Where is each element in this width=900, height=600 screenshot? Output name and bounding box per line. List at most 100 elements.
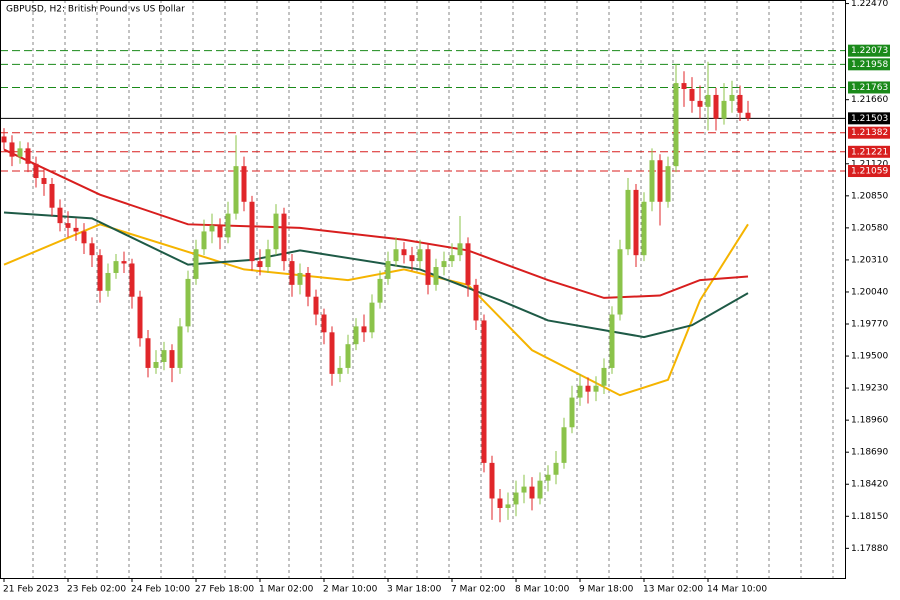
candle-body — [705, 94, 711, 107]
x-tick-label: 2 Mar 10:00 — [323, 585, 378, 595]
candle-body — [209, 225, 215, 232]
candle-body — [137, 296, 143, 339]
y-tick-label: 1.19500 — [851, 352, 888, 362]
candle-body — [617, 249, 623, 315]
candle-body — [49, 183, 55, 208]
candle-body — [649, 160, 655, 202]
candle-body — [177, 326, 183, 368]
candle-body — [465, 243, 471, 285]
candle-body — [737, 94, 743, 113]
candle-body — [9, 142, 15, 157]
y-tick-label: 1.19230 — [851, 384, 888, 394]
candle-body — [433, 267, 439, 285]
candle-body — [353, 326, 359, 345]
y-tick-label: 1.18690 — [851, 448, 888, 458]
candle-body — [657, 160, 663, 202]
candle-body — [593, 385, 599, 392]
candle-body — [745, 112, 751, 119]
candle-body — [105, 272, 111, 291]
level-label-box — [848, 145, 890, 158]
x-tick-label: 13 Mar 02:00 — [643, 585, 703, 595]
candle-body — [481, 320, 487, 463]
level-label: 1.21503 — [851, 114, 888, 124]
candle-body — [401, 249, 407, 256]
candle-body — [121, 261, 127, 264]
candle-body — [249, 201, 255, 262]
candle-body — [673, 83, 679, 167]
candle-body — [297, 272, 303, 285]
candle-body — [273, 213, 279, 250]
candle-body — [289, 261, 295, 285]
candle-body — [473, 284, 479, 321]
y-tick-label: 1.18150 — [851, 512, 888, 522]
candle-body — [505, 504, 511, 508]
y-tick-label: 1.22470 — [851, 0, 888, 9]
candle-body — [689, 89, 695, 101]
x-tick-label: 24 Feb 10:00 — [131, 585, 190, 595]
level-label: 1.22073 — [851, 46, 888, 56]
candle-body — [225, 213, 231, 238]
candle-body — [497, 498, 503, 508]
candle-body — [57, 207, 63, 224]
axes: 1.22470 1.21660 1.21120 1.20850 1.20580 1.203… — [3, 0, 890, 595]
level-label-box — [848, 165, 890, 178]
candle-body — [81, 231, 87, 244]
level-label-box — [848, 126, 890, 139]
candle-body — [145, 338, 151, 368]
level-label-box — [848, 58, 890, 71]
level-label: 1.21382 — [851, 128, 888, 138]
candle-body — [641, 201, 647, 256]
x-tick-label: 3 Mar 18:00 — [387, 585, 442, 595]
candle-body — [681, 83, 687, 90]
candle-body — [153, 361, 159, 368]
candle-body — [89, 243, 95, 256]
candle-body — [361, 326, 367, 333]
x-tick-label: 27 Feb 18:00 — [195, 585, 254, 595]
plot-frame — [0, 0, 846, 579]
y-tick-label: 1.20850 — [851, 191, 888, 201]
candle-body — [265, 249, 271, 268]
candle-body — [425, 249, 431, 285]
candle-body — [73, 227, 79, 232]
candle-body — [113, 261, 119, 273]
y-tick-label: 1.18420 — [851, 480, 888, 490]
x-tick-label: 1 Mar 02:00 — [259, 585, 314, 595]
candle-body — [241, 166, 247, 202]
candle-body — [377, 278, 383, 303]
y-tick-label: 1.20040 — [851, 287, 888, 297]
x-tick-label: 9 Mar 18:00 — [579, 585, 634, 595]
candle-body — [601, 367, 607, 386]
y-tick-label: 1.18960 — [851, 416, 888, 426]
candle-body — [329, 332, 335, 374]
plot — [0, 50, 845, 523]
candle-body — [201, 231, 207, 250]
candle-body — [409, 255, 415, 262]
x-tick-label: 23 Feb 02:00 — [67, 585, 126, 595]
candle-body — [529, 486, 535, 499]
x-tick-label: 7 Mar 02:00 — [451, 585, 506, 595]
candle-body — [513, 492, 519, 505]
candle-body — [449, 255, 455, 262]
candle-body — [393, 249, 399, 262]
x-tick-label: 21 Feb 2023 — [3, 585, 59, 595]
level-label: 1.21763 — [851, 83, 888, 93]
candle-body — [569, 397, 575, 428]
y-tick-label: 1.20310 — [851, 255, 888, 265]
x-tick-label: 8 Mar 10:00 — [515, 585, 570, 595]
candle-body — [41, 178, 47, 184]
candle-body — [489, 462, 495, 499]
candle-body — [721, 100, 727, 119]
candle-body — [625, 189, 631, 250]
candle-body — [25, 148, 31, 164]
candle-body — [281, 213, 287, 262]
candle-body — [553, 462, 559, 475]
candle-body — [321, 314, 327, 333]
level-label-box — [848, 81, 890, 94]
candle-body — [561, 427, 567, 463]
candle-body — [369, 302, 375, 333]
y-tick-label: 1.17880 — [851, 544, 888, 554]
candle-body — [585, 385, 591, 392]
